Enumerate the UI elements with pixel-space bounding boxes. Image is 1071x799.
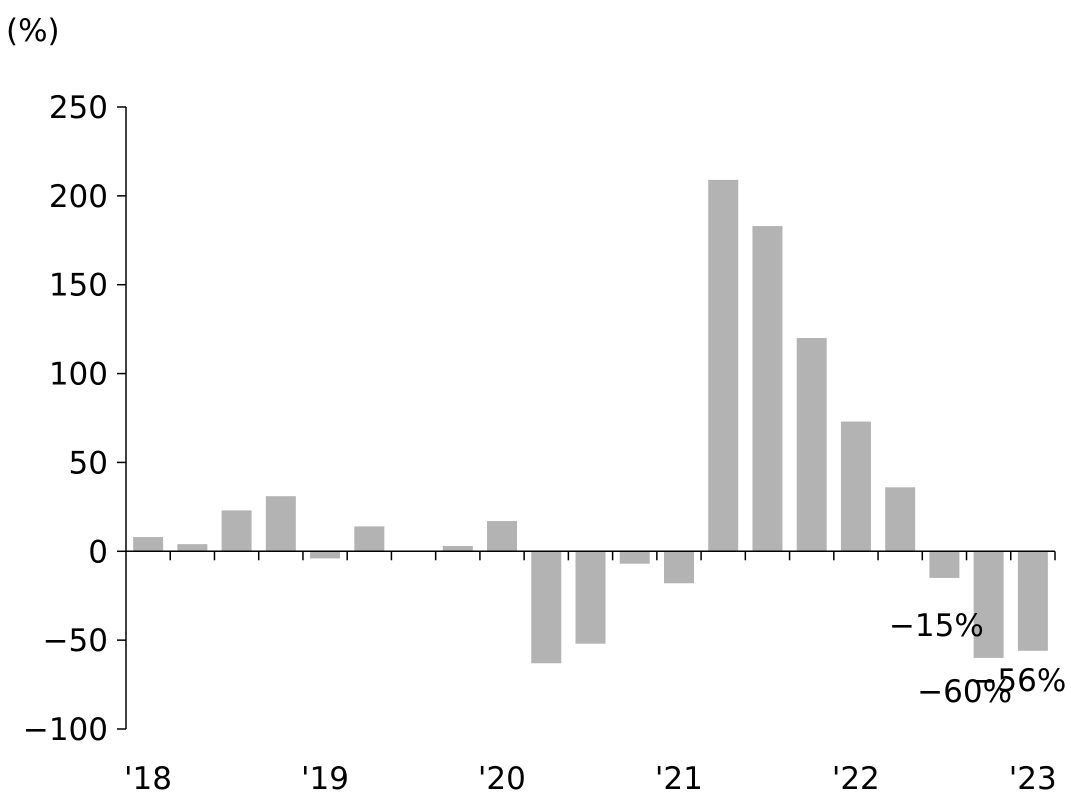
bar <box>1017 551 1048 651</box>
data-label: −15% <box>889 608 984 644</box>
data-label: −56% <box>971 663 1066 699</box>
bar <box>354 526 385 552</box>
bar <box>310 551 341 559</box>
y-tick-label: 100 <box>49 357 108 393</box>
bar <box>840 421 871 552</box>
bar <box>531 551 562 664</box>
y-axis-unit-label: (%) <box>6 13 60 49</box>
x-axis: '18 '19 '20 '21 '22 '23 <box>124 550 1057 797</box>
y-tick-label: 0 <box>88 534 108 570</box>
x-period-label: '19 <box>301 761 349 797</box>
bar <box>663 551 694 584</box>
y-tick-label: 200 <box>49 179 108 215</box>
bar <box>575 551 606 644</box>
y-tick-label: −50 <box>43 623 108 659</box>
bar <box>752 226 783 552</box>
x-period-label: '20 <box>478 761 526 797</box>
bars <box>133 179 1048 664</box>
bar <box>708 179 739 552</box>
y-tick-label: 250 <box>49 90 108 126</box>
bar <box>133 537 164 552</box>
x-period-label: '21 <box>655 761 703 797</box>
bar <box>442 545 473 552</box>
bar <box>265 496 296 552</box>
bar <box>796 338 827 552</box>
y-tick-label: −100 <box>23 712 108 748</box>
bar <box>929 551 960 578</box>
x-period-label: '23 <box>1009 761 1057 797</box>
bar <box>619 551 650 564</box>
y-tick-label: 150 <box>49 268 108 304</box>
bar <box>487 521 518 552</box>
y-axis: 250 200 150 100 50 0 −50 −100 <box>23 90 127 748</box>
x-period-label: '22 <box>832 761 880 797</box>
y-tick-label: 50 <box>69 445 108 481</box>
bar <box>177 544 208 552</box>
x-period-label: '18 <box>124 761 172 797</box>
data-label: −60% <box>917 674 1012 710</box>
bar <box>221 510 252 552</box>
bar <box>885 487 916 552</box>
annotations: −15% −60%−56% <box>889 608 1066 710</box>
bar <box>973 551 1004 658</box>
